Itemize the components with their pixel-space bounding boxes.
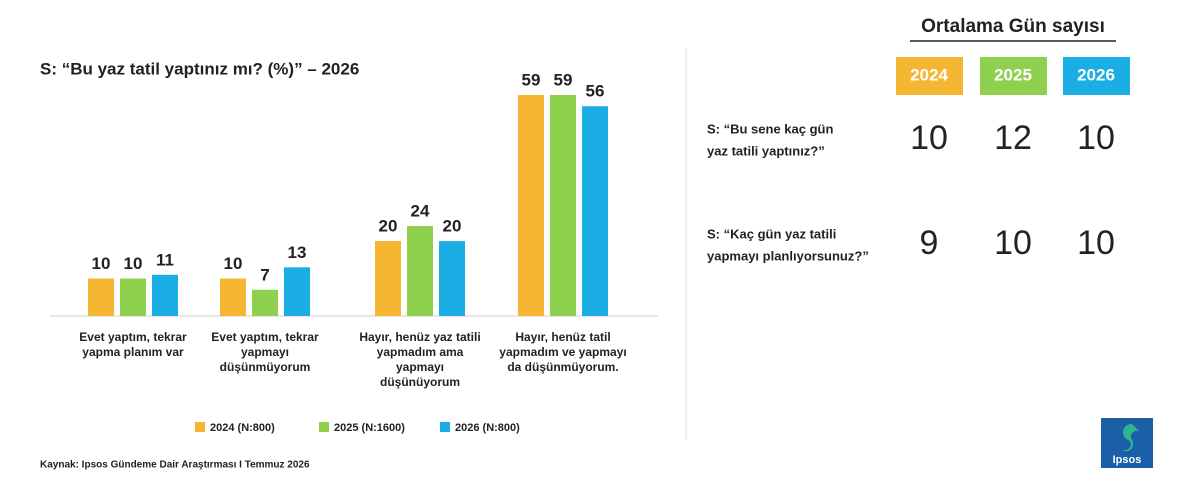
category-label: yapmadım ama	[377, 345, 464, 359]
category-label: Hayır, henüz tatil	[515, 330, 610, 344]
value-label: 20	[379, 217, 398, 236]
bar	[407, 226, 433, 316]
legend-swatch	[195, 422, 205, 432]
bar	[284, 267, 310, 316]
table-value: 9	[920, 224, 939, 262]
value-label: 11	[156, 250, 174, 269]
column-label: 2025	[994, 65, 1032, 84]
category-label: düşünmüyorum	[220, 360, 311, 374]
bar	[152, 274, 178, 316]
column-badge	[980, 57, 1047, 95]
bar	[439, 241, 465, 316]
category-label: Hayır, henüz yaz tatili	[359, 330, 480, 344]
legend-swatch	[319, 422, 329, 432]
legend-label: 2024 (N:800)	[210, 422, 275, 434]
bar	[88, 278, 114, 316]
value-label: 59	[554, 70, 573, 89]
value-label: 10	[124, 254, 143, 273]
column-badge	[1063, 57, 1130, 95]
table-title: Ortalama Gün sayısı	[921, 16, 1105, 37]
value-label: 59	[522, 70, 541, 89]
category-label: yapmayı	[396, 360, 444, 374]
value-label: 7	[260, 265, 269, 284]
row-label: yapmayı planlıyorsunuz?”	[707, 248, 869, 263]
value-label: 56	[586, 82, 605, 101]
value-label: 13	[288, 243, 307, 262]
row-label: S: “Kaç gün yaz tatili	[707, 226, 836, 241]
logo-icon	[1122, 424, 1140, 452]
table-value: 10	[1077, 119, 1115, 157]
row-label: yaz tatili yaptınız?”	[707, 143, 825, 158]
category-label: düşünüyorum	[380, 375, 460, 389]
column-label: 2024	[910, 65, 948, 84]
value-label: 10	[224, 254, 243, 273]
value-label: 10	[92, 254, 111, 273]
source: Kaynak: Ipsos Gündeme Dair Araştırması I…	[40, 460, 310, 471]
bar	[220, 278, 246, 316]
table-value: 12	[994, 119, 1032, 157]
category-label: yapmadım ve yapmayı	[499, 345, 626, 359]
logo: Ipsos	[1101, 418, 1153, 468]
table-value: 10	[994, 224, 1032, 262]
bar	[550, 95, 576, 316]
chart-title: S: “Bu yaz tatil yaptınız mı? (%)” – 202…	[40, 59, 359, 78]
bar	[252, 289, 278, 316]
bar	[375, 241, 401, 316]
bar	[120, 278, 146, 316]
value-label: 20	[443, 217, 462, 236]
column-label: 2026	[1077, 65, 1115, 84]
bar	[518, 95, 544, 316]
row-label: S: “Bu sene kaç gün	[707, 121, 833, 136]
table-value: 10	[910, 119, 948, 157]
category-label: Evet yaptım, tekrar	[79, 330, 187, 344]
logo-text: Ipsos	[1113, 454, 1142, 466]
table-value: 10	[1077, 224, 1115, 262]
bar	[582, 106, 608, 316]
category-label: da düşünmüyorum.	[507, 360, 618, 374]
category-label: yapma planım var	[82, 345, 184, 359]
legend-swatch	[440, 422, 450, 432]
legend-label: 2025 (N:1600)	[334, 422, 405, 434]
column-badge	[896, 57, 963, 95]
category-label: Evet yaptım, tekrar	[211, 330, 319, 344]
value-label: 24	[411, 202, 430, 221]
legend-label: 2026 (N:800)	[455, 422, 520, 434]
category-label: yapmayı	[241, 345, 289, 359]
